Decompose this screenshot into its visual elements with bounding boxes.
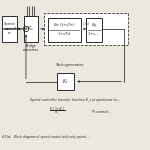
Text: PI controll...: PI controll... bbox=[90, 110, 111, 114]
Text: -: - bbox=[21, 27, 23, 32]
Text: $\frac{K_s\ (1{+}s T_s)}{s T_s}$: $\frac{K_s\ (1{+}s T_s)}{s T_s}$ bbox=[49, 106, 66, 118]
FancyBboxPatch shape bbox=[24, 16, 38, 42]
Text: Tachogenerator: Tachogenerator bbox=[56, 63, 85, 67]
Text: $i_s(s)$: $i_s(s)$ bbox=[82, 21, 90, 28]
FancyBboxPatch shape bbox=[44, 13, 128, 45]
Text: Bridge
converter: Bridge converter bbox=[23, 44, 39, 52]
Text: +: + bbox=[24, 26, 28, 31]
Text: Speed
controll
er: Speed controll er bbox=[3, 22, 16, 35]
FancyBboxPatch shape bbox=[48, 18, 81, 42]
Text: $1{+}s...$: $1{+}s...$ bbox=[87, 30, 101, 37]
Text: $K_t$: $K_t$ bbox=[62, 77, 69, 86]
Text: $K_m\ (1{+}sT_m)$: $K_m\ (1{+}sT_m)$ bbox=[53, 22, 76, 29]
Text: 4.5(a)   Block diagram of speed control with only speed ...: 4.5(a) Block diagram of speed control wi… bbox=[2, 135, 90, 139]
FancyBboxPatch shape bbox=[86, 18, 102, 42]
Text: $K_s$: $K_s$ bbox=[27, 24, 34, 33]
Text: Speed controller transfer function K_s proportional co...: Speed controller transfer function K_s p… bbox=[30, 98, 120, 102]
FancyBboxPatch shape bbox=[2, 16, 17, 42]
Text: $K_g$: $K_g$ bbox=[91, 21, 98, 30]
FancyBboxPatch shape bbox=[57, 73, 74, 90]
Text: $1{+}sT_{m1}$: $1{+}sT_{m1}$ bbox=[57, 30, 72, 38]
